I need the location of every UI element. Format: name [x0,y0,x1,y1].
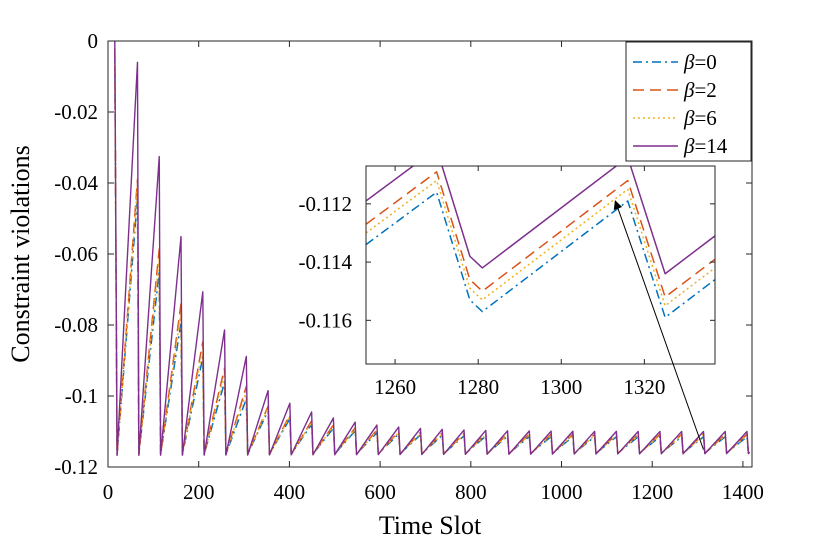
legend-label-value: =14 [694,134,727,158]
legend-label-symbol: β [683,50,695,74]
x-tick-label: 1000 [541,480,583,504]
legend: β=0β=2β=6β=14 [625,41,752,162]
inset-y-tick-label: -0.116 [299,308,352,332]
y-tick-label: -0.04 [54,171,98,195]
y-tick-label: -0.02 [54,100,98,124]
inset-axes-box [365,165,716,365]
legend-label-symbol: β [683,78,695,102]
x-tick-label: 600 [364,480,396,504]
legend-label-value: =2 [694,78,716,102]
x-tick-label: 400 [274,480,306,504]
inset-y-tick-label: -0.112 [299,192,352,216]
y-tick-label: -0.06 [54,242,98,266]
inset-y-tick-label: -0.114 [299,250,353,274]
inset-series-line [366,191,715,319]
x-tick-label: 200 [183,480,215,504]
inset-x-axis-ticks: 1260 1280 1300 1320 [374,166,665,399]
inset-series-line [366,171,715,298]
legend-label-symbol: β [683,106,695,130]
y-axis-ticks: 0 -0.02 -0.04 -0.06 -0.08 -0.1 -0.12 [54,29,752,479]
inset-x-tick-label: 1260 [374,375,416,399]
x-tick-label: 800 [455,480,487,504]
inset-series-group [366,166,715,319]
y-tick-label: -0.1 [65,384,98,408]
x-tick-label: 0 [103,480,114,504]
legend-label: β=6 [683,106,717,130]
legend-label: β=14 [683,134,728,158]
inset-x-tick-label: 1300 [540,375,582,399]
legend-label: β=0 [683,50,717,74]
inset-y-axis-ticks: -0.112 -0.114 -0.116 [299,192,715,332]
legend-label-symbol: β [683,134,695,158]
x-tick-label: 1200 [631,480,673,504]
zoom-arrow [613,200,704,450]
main-series-group [114,41,751,457]
inset-x-tick-label: 1320 [623,375,665,399]
y-axis-label: Constraint violations [6,145,35,362]
inset-background [366,166,715,364]
legend-label: β=2 [683,78,717,102]
y-tick-label: 0 [88,29,99,53]
inset-x-tick-label: 1280 [457,375,499,399]
y-tick-label: -0.08 [54,313,98,337]
y-tick-label: -0.12 [54,455,98,479]
inset-series-line [366,166,715,275]
x-tick-label: 1400 [722,480,764,504]
x-axis-label: Time Slot [379,511,482,540]
legend-label-value: =0 [694,50,716,74]
series-line [114,41,751,457]
x-axis-ticks: 0 200 400 600 800 1000 1200 1400 [103,41,764,504]
legend-label-value: =6 [694,106,716,130]
